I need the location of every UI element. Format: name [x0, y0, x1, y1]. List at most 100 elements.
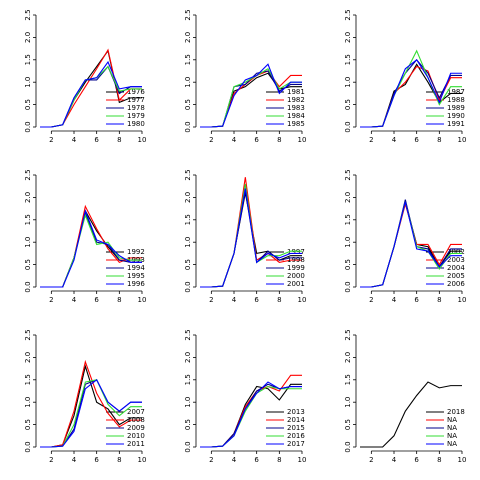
- x-tick-label: 8: [117, 136, 121, 144]
- y-tick-label: 0.5: [344, 259, 352, 270]
- legend-label: 1985: [287, 120, 305, 128]
- y-tick-label: 0.5: [24, 99, 32, 110]
- y-tick-label: 1.0: [24, 237, 32, 248]
- x-tick-label: 2: [369, 296, 373, 304]
- x-tick-label: 2: [209, 296, 213, 304]
- series-line: [40, 60, 142, 128]
- x-tick-label: 10: [298, 296, 307, 304]
- x-tick-label: 6: [94, 136, 99, 144]
- legend-label: 2014: [287, 416, 305, 424]
- legend-label: 1979: [127, 112, 145, 120]
- y-tick-label: 0.0: [184, 121, 192, 132]
- series-line: [200, 63, 302, 128]
- y-tick-label: 1.0: [24, 397, 32, 408]
- legend-label: 1980: [127, 120, 145, 128]
- y-tick-label: 1.5: [184, 214, 192, 225]
- legend-label: 2004: [447, 264, 465, 272]
- y-tick-label: 0.0: [344, 441, 352, 452]
- series-line: [40, 359, 142, 448]
- legend-label: 1998: [287, 256, 305, 264]
- legend-label: 1999: [287, 264, 305, 272]
- x-tick-label: 4: [232, 296, 237, 304]
- x-tick-label: 4: [392, 296, 397, 304]
- y-tick-label: 2.5: [344, 169, 352, 180]
- x-tick-label: 6: [94, 296, 99, 304]
- y-tick-label: 2.5: [344, 329, 352, 340]
- legend-label: 1981: [287, 88, 305, 96]
- legend-label: 2008: [127, 416, 145, 424]
- x-tick-label: 2: [209, 456, 213, 464]
- y-tick-label: 2.0: [24, 32, 32, 43]
- x-tick-label: 6: [414, 296, 419, 304]
- y-tick-label: 0.5: [24, 259, 32, 270]
- y-tick-label: 2.5: [184, 169, 192, 180]
- y-tick-label: 1.0: [344, 77, 352, 88]
- x-tick-label: 2: [49, 136, 53, 144]
- x-tick-label: 8: [117, 456, 121, 464]
- legend-label: 1984: [287, 112, 305, 120]
- legend-label: NA: [447, 416, 457, 424]
- x-tick-label: 10: [138, 296, 147, 304]
- legend-label: 2017: [287, 440, 305, 448]
- x-tick-label: 2: [49, 296, 53, 304]
- x-tick-label: 6: [254, 136, 259, 144]
- legend-label: 1996: [127, 280, 145, 288]
- y-tick-label: 1.5: [24, 374, 32, 385]
- x-tick-label: 4: [232, 136, 237, 144]
- y-tick-label: 2.0: [184, 352, 192, 363]
- series-line: [40, 378, 142, 448]
- y-tick-label: 1.5: [344, 214, 352, 225]
- x-tick-label: 10: [138, 136, 147, 144]
- x-tick-label: 2: [209, 136, 213, 144]
- x-tick-label: 10: [458, 136, 467, 144]
- panel: 0.0 0.5 1.0 1.5 2.0 2.5 2 4 6 8 10 1976197719781979…: [24, 9, 146, 144]
- y-tick-label: 1.5: [344, 54, 352, 65]
- y-tick-label: 0.0: [24, 441, 32, 452]
- y-tick-label: 0.5: [184, 419, 192, 430]
- x-tick-label: 6: [414, 456, 419, 464]
- x-tick-label: 10: [458, 456, 467, 464]
- x-tick-label: 4: [392, 136, 397, 144]
- y-tick-label: 0.5: [344, 99, 352, 110]
- panel: 0.0 0.5 1.0 1.5 2.0 2.5 2 4 6 8 10 2013201420152016…: [184, 329, 306, 464]
- y-tick-label: 2.0: [24, 192, 32, 203]
- legend-label: 1983: [287, 104, 305, 112]
- panel: 0.0 0.5 1.0 1.5 2.0 2.5 2 4 6 8 10 2007200820092010…: [24, 329, 146, 464]
- y-tick-label: 2.0: [344, 352, 352, 363]
- legend-label: 2006: [447, 280, 465, 288]
- x-tick-label: 4: [72, 456, 77, 464]
- legend-label: NA: [447, 432, 457, 440]
- panel: 0.0 0.5 1.0 1.5 2.0 2.5 2 4 6 8 10 1987198819891990…: [344, 9, 466, 144]
- y-tick-label: 0.5: [184, 99, 192, 110]
- y-tick-label: 2.0: [24, 352, 32, 363]
- x-tick-label: 4: [72, 136, 77, 144]
- x-tick-label: 8: [277, 296, 281, 304]
- legend-label: 1988: [447, 96, 465, 104]
- x-tick-label: 2: [49, 456, 53, 464]
- legend-label: 2013: [287, 408, 305, 416]
- legend-label: 1977: [127, 96, 145, 104]
- x-tick-label: 10: [298, 456, 307, 464]
- legend-label: 2009: [127, 424, 145, 432]
- y-tick-label: 1.5: [24, 54, 32, 65]
- y-tick-label: 1.0: [344, 397, 352, 408]
- y-tick-label: 2.0: [184, 192, 192, 203]
- series-line: [200, 381, 302, 448]
- y-tick-label: 1.5: [344, 374, 352, 385]
- y-tick-label: 0.0: [24, 121, 32, 132]
- legend-label: 1989: [447, 104, 465, 112]
- y-tick-label: 2.0: [344, 32, 352, 43]
- panel: 0.00.51.01.52.02.52 4 6 8 101992199319941995…: [24, 169, 146, 304]
- y-tick-label: 0.5: [344, 419, 352, 430]
- y-tick-label: 2.5: [24, 169, 32, 180]
- panel: 0.0 0.5 1.0 1.5 2.0 2.5 2 4 6 8 10 2002200320042005…: [344, 169, 466, 304]
- y-tick-label: 1.0: [184, 237, 192, 248]
- series-line: [360, 201, 462, 288]
- legend-label: 2011: [127, 440, 145, 448]
- y-tick-label: 2.5: [184, 329, 192, 340]
- legend-label: 2002: [447, 248, 465, 256]
- legend-label: 2018: [447, 408, 465, 416]
- legend-label: 1990: [447, 112, 465, 120]
